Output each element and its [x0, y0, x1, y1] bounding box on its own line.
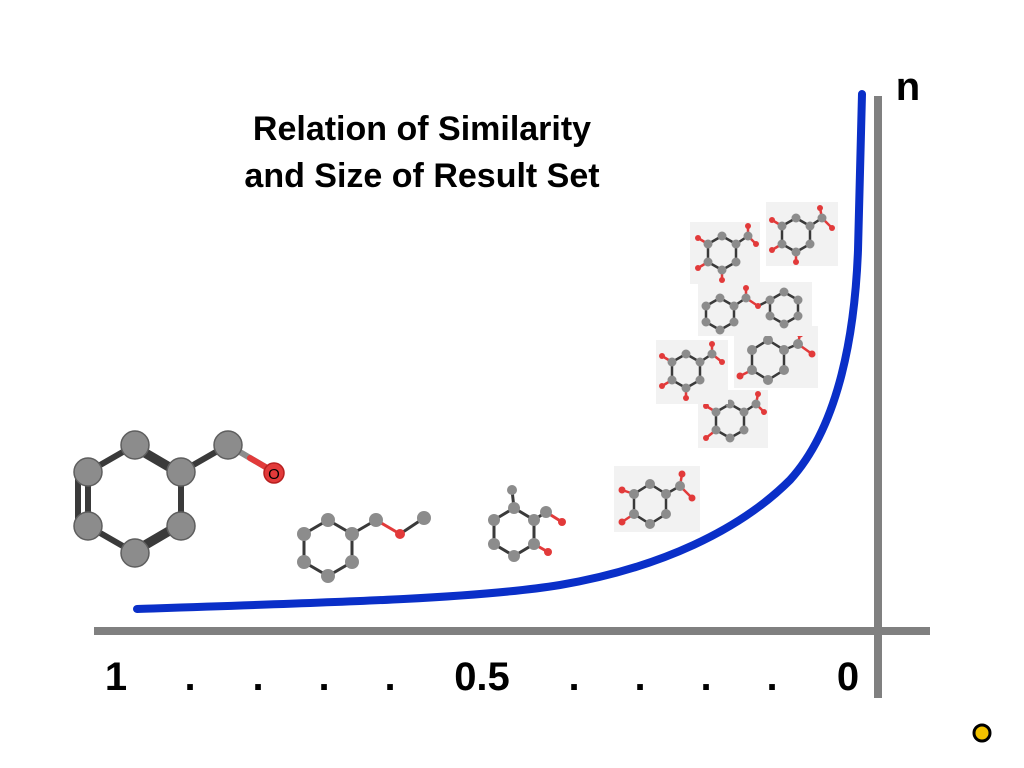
gallic-acid-molecule	[690, 222, 760, 284]
title-line-2: and Size of Result Set	[244, 157, 599, 195]
nitro-phenol-molecule	[734, 326, 818, 388]
x-tick-label: .	[384, 655, 395, 699]
x-tick-label: .	[318, 655, 329, 699]
oxygen-atom	[395, 529, 405, 539]
x-tick-label: 0	[837, 655, 859, 699]
x-tick-label: .	[766, 655, 777, 699]
benzyl-alcohol-large-molecule: O	[73, 430, 285, 568]
title-line-1: Relation of Similarity	[253, 110, 591, 148]
carbon-atoms	[73, 430, 243, 568]
oxygen-atom-label: O	[268, 466, 280, 483]
similarity-curve	[133, 90, 866, 613]
oxygen-atoms	[544, 518, 566, 556]
x-tick-label: .	[634, 655, 645, 699]
y-axis-label: n	[896, 65, 920, 109]
cresol-icon	[492, 489, 563, 558]
x-tick-label: .	[184, 655, 195, 699]
oxygen-atom	[263, 462, 285, 484]
corner-dot-icon	[972, 723, 992, 743]
hydroxymethyl-cresol-molecule	[488, 485, 566, 562]
x-tick-label: .	[252, 655, 263, 699]
ether-icon	[302, 516, 425, 578]
x-tick-labels: 1 . . . . 0.5 . . . . 0	[105, 655, 859, 699]
carbon-atoms	[488, 485, 552, 562]
carbon-atoms	[297, 511, 431, 583]
benzyl-benzoate-molecule	[698, 282, 812, 336]
x-tick-label: 1	[105, 655, 127, 699]
x-tick-label: .	[700, 655, 711, 699]
trihydroxy-benzoic-molecule	[656, 340, 728, 404]
x-tick-label: .	[568, 655, 579, 699]
dihydroxy-benzoic-molecule	[614, 466, 700, 532]
x-tick-label: 0.5	[454, 655, 510, 699]
resorcinol-acid-molecule	[766, 202, 838, 266]
benzyl-methyl-ether-molecule	[297, 511, 431, 583]
